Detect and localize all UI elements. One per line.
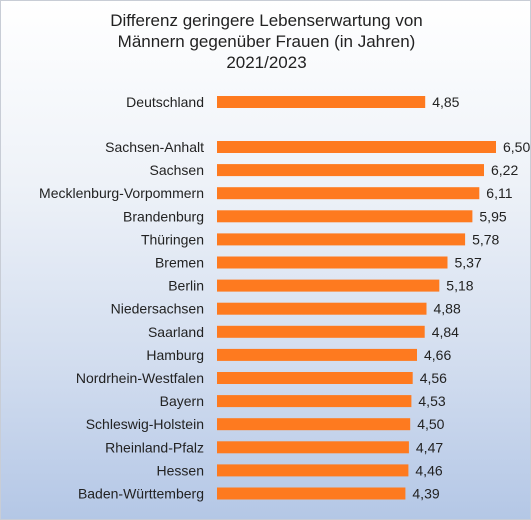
- chart-title: Differenz geringere Lebenserwartung von …: [1, 10, 530, 73]
- bar-4: [217, 210, 473, 223]
- category-label: Sachsen: [150, 162, 204, 178]
- value-label: 5,78: [472, 231, 499, 247]
- category-label: Bayern: [160, 393, 204, 409]
- bar-11: [217, 372, 413, 384]
- bar-13: [217, 418, 411, 431]
- bar-0: [217, 96, 426, 108]
- category-label: Niedersachsen: [111, 301, 204, 317]
- bar-1: [217, 141, 496, 153]
- category-label: Berlin: [168, 278, 204, 294]
- value-label: 4,85: [432, 94, 459, 110]
- category-label: Thüringen: [141, 231, 204, 247]
- value-label: 4,46: [415, 462, 442, 478]
- category-label: Schleswig-Holstein: [86, 416, 204, 432]
- value-label: 4,88: [434, 301, 461, 317]
- category-label: Rheinland-Pfalz: [105, 439, 204, 455]
- bar-8: [217, 302, 427, 315]
- value-label: 6,11: [486, 185, 512, 201]
- value-label: 6,22: [491, 162, 518, 178]
- value-label: 5,18: [446, 278, 473, 294]
- bar-6: [217, 256, 448, 269]
- bar-15: [217, 464, 409, 477]
- value-label: 4,47: [416, 439, 443, 455]
- value-label: 6,50: [503, 139, 530, 155]
- category-label: Hessen: [157, 462, 204, 478]
- category-label: Saarland: [148, 324, 204, 340]
- bar-9: [217, 325, 425, 338]
- value-label: 4,66: [424, 347, 451, 363]
- category-label: Mecklenburg-Vorpommern: [39, 185, 204, 201]
- value-label: 5,37: [455, 255, 482, 271]
- bar-5: [217, 233, 466, 246]
- bar-2: [217, 164, 484, 177]
- category-label: Deutschland: [126, 94, 204, 110]
- chart-title-line-2: Männern gegenüber Frauen (in Jahren): [117, 32, 416, 51]
- category-label: Hamburg: [146, 347, 204, 363]
- chart-title-line-3: 2021/2023: [226, 53, 307, 72]
- value-label: 4,56: [420, 370, 447, 386]
- bar-14: [217, 441, 409, 454]
- bar-3: [217, 187, 480, 200]
- value-label: 4,39: [412, 486, 439, 502]
- chart-title-line-1: Differenz geringere Lebenserwartung von: [110, 11, 423, 30]
- bar-10: [217, 348, 417, 361]
- bar-12: [217, 395, 412, 408]
- bar-16: [217, 487, 406, 500]
- category-label: Bremen: [155, 255, 204, 271]
- bar-7: [217, 279, 440, 292]
- value-label: 4,84: [432, 324, 459, 340]
- category-label: Nordrhein-Westfalen: [76, 370, 204, 386]
- value-label: 4,53: [418, 393, 445, 409]
- category-label: Brandenburg: [123, 208, 204, 224]
- value-label: 5,95: [479, 208, 506, 224]
- value-label: 4,50: [417, 416, 444, 432]
- category-label: Sachsen-Anhalt: [105, 139, 204, 155]
- category-label: Baden-Württemberg: [78, 486, 204, 502]
